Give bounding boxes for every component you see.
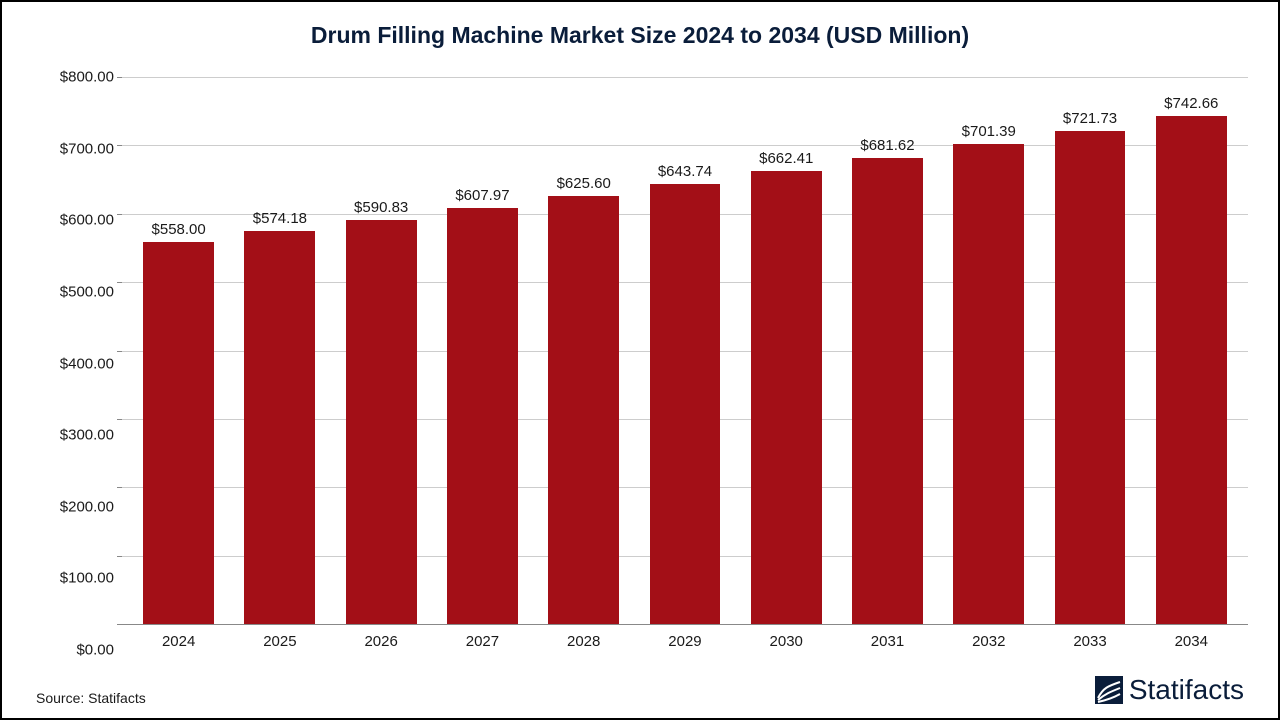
bar [852, 158, 923, 624]
x-axis: 2024202520262027202820292030203120322033… [122, 625, 1248, 650]
bar-slot: $574.18 [229, 77, 330, 624]
bar [751, 171, 822, 624]
bar-slot: $721.73 [1039, 77, 1140, 624]
bars-container: $558.00 $574.18 $590.83 $607.97 $625.60 $643.… [122, 77, 1248, 624]
bar-slot: $681.62 [837, 77, 938, 624]
x-tick-label: 2027 [432, 633, 533, 650]
brand-icon [1095, 676, 1123, 704]
y-tick-label: $700.00 [60, 140, 114, 157]
bar-value-label: $558.00 [152, 221, 206, 238]
y-tick-label: $0.00 [76, 642, 114, 659]
bar [346, 220, 417, 624]
plot-wrapper: $558.00 $574.18 $590.83 $607.97 $625.60 $643.… [122, 77, 1248, 650]
bar [548, 196, 619, 624]
bar-value-label: $662.41 [759, 150, 813, 167]
bar-slot: $643.74 [634, 77, 735, 624]
chart-body: $0.00$100.00$200.00$300.00$400.00$500.00… [32, 77, 1248, 650]
y-tick-label: $100.00 [60, 570, 114, 587]
brand-text: Statifacts [1129, 674, 1244, 706]
x-tick-label: 2025 [229, 633, 330, 650]
bar [1156, 116, 1227, 624]
x-tick-label: 2032 [938, 633, 1039, 650]
x-tick-label: 2024 [128, 633, 229, 650]
bar-value-label: $574.18 [253, 210, 307, 227]
bar-slot: $558.00 [128, 77, 229, 624]
brand-logo: Statifacts [1095, 674, 1244, 706]
bar [650, 184, 721, 624]
bar [143, 242, 214, 624]
x-tick-label: 2030 [736, 633, 837, 650]
bar [953, 144, 1024, 624]
y-tick-label: $600.00 [60, 212, 114, 229]
bar-slot: $662.41 [736, 77, 837, 624]
y-tick-mark [117, 624, 122, 625]
y-tick-label: $300.00 [60, 427, 114, 444]
bar [1055, 131, 1126, 624]
bar-slot: $625.60 [533, 77, 634, 624]
bar-slot: $590.83 [331, 77, 432, 624]
x-tick-label: 2033 [1039, 633, 1140, 650]
x-tick-label: 2029 [634, 633, 735, 650]
x-tick-label: 2031 [837, 633, 938, 650]
bar-value-label: $681.62 [860, 137, 914, 154]
bar-value-label: $607.97 [455, 187, 509, 204]
bar [447, 208, 518, 624]
bar-value-label: $701.39 [962, 123, 1016, 140]
bar [244, 231, 315, 624]
y-axis: $0.00$100.00$200.00$300.00$400.00$500.00… [32, 77, 122, 650]
bar-value-label: $625.60 [557, 175, 611, 192]
chart-title: Drum Filling Machine Market Size 2024 to… [32, 22, 1248, 49]
bar-slot: $607.97 [432, 77, 533, 624]
plot-area: $558.00 $574.18 $590.83 $607.97 $625.60 $643.… [122, 77, 1248, 625]
x-tick-label: 2034 [1141, 633, 1242, 650]
x-tick-label: 2026 [331, 633, 432, 650]
x-tick-label: 2028 [533, 633, 634, 650]
bar-slot: $742.66 [1141, 77, 1242, 624]
bar-value-label: $643.74 [658, 163, 712, 180]
bar-value-label: $742.66 [1164, 95, 1218, 112]
bar-value-label: $590.83 [354, 199, 408, 216]
source-text: Source: Statifacts [36, 690, 146, 706]
bar-value-label: $721.73 [1063, 110, 1117, 127]
y-tick-label: $800.00 [60, 69, 114, 86]
bar-slot: $701.39 [938, 77, 1039, 624]
chart-footer: Source: Statifacts Statifacts [32, 674, 1248, 706]
chart-frame: Drum Filling Machine Market Size 2024 to… [0, 0, 1280, 720]
y-tick-label: $400.00 [60, 355, 114, 372]
y-tick-label: $200.00 [60, 498, 114, 515]
y-tick-label: $500.00 [60, 283, 114, 300]
